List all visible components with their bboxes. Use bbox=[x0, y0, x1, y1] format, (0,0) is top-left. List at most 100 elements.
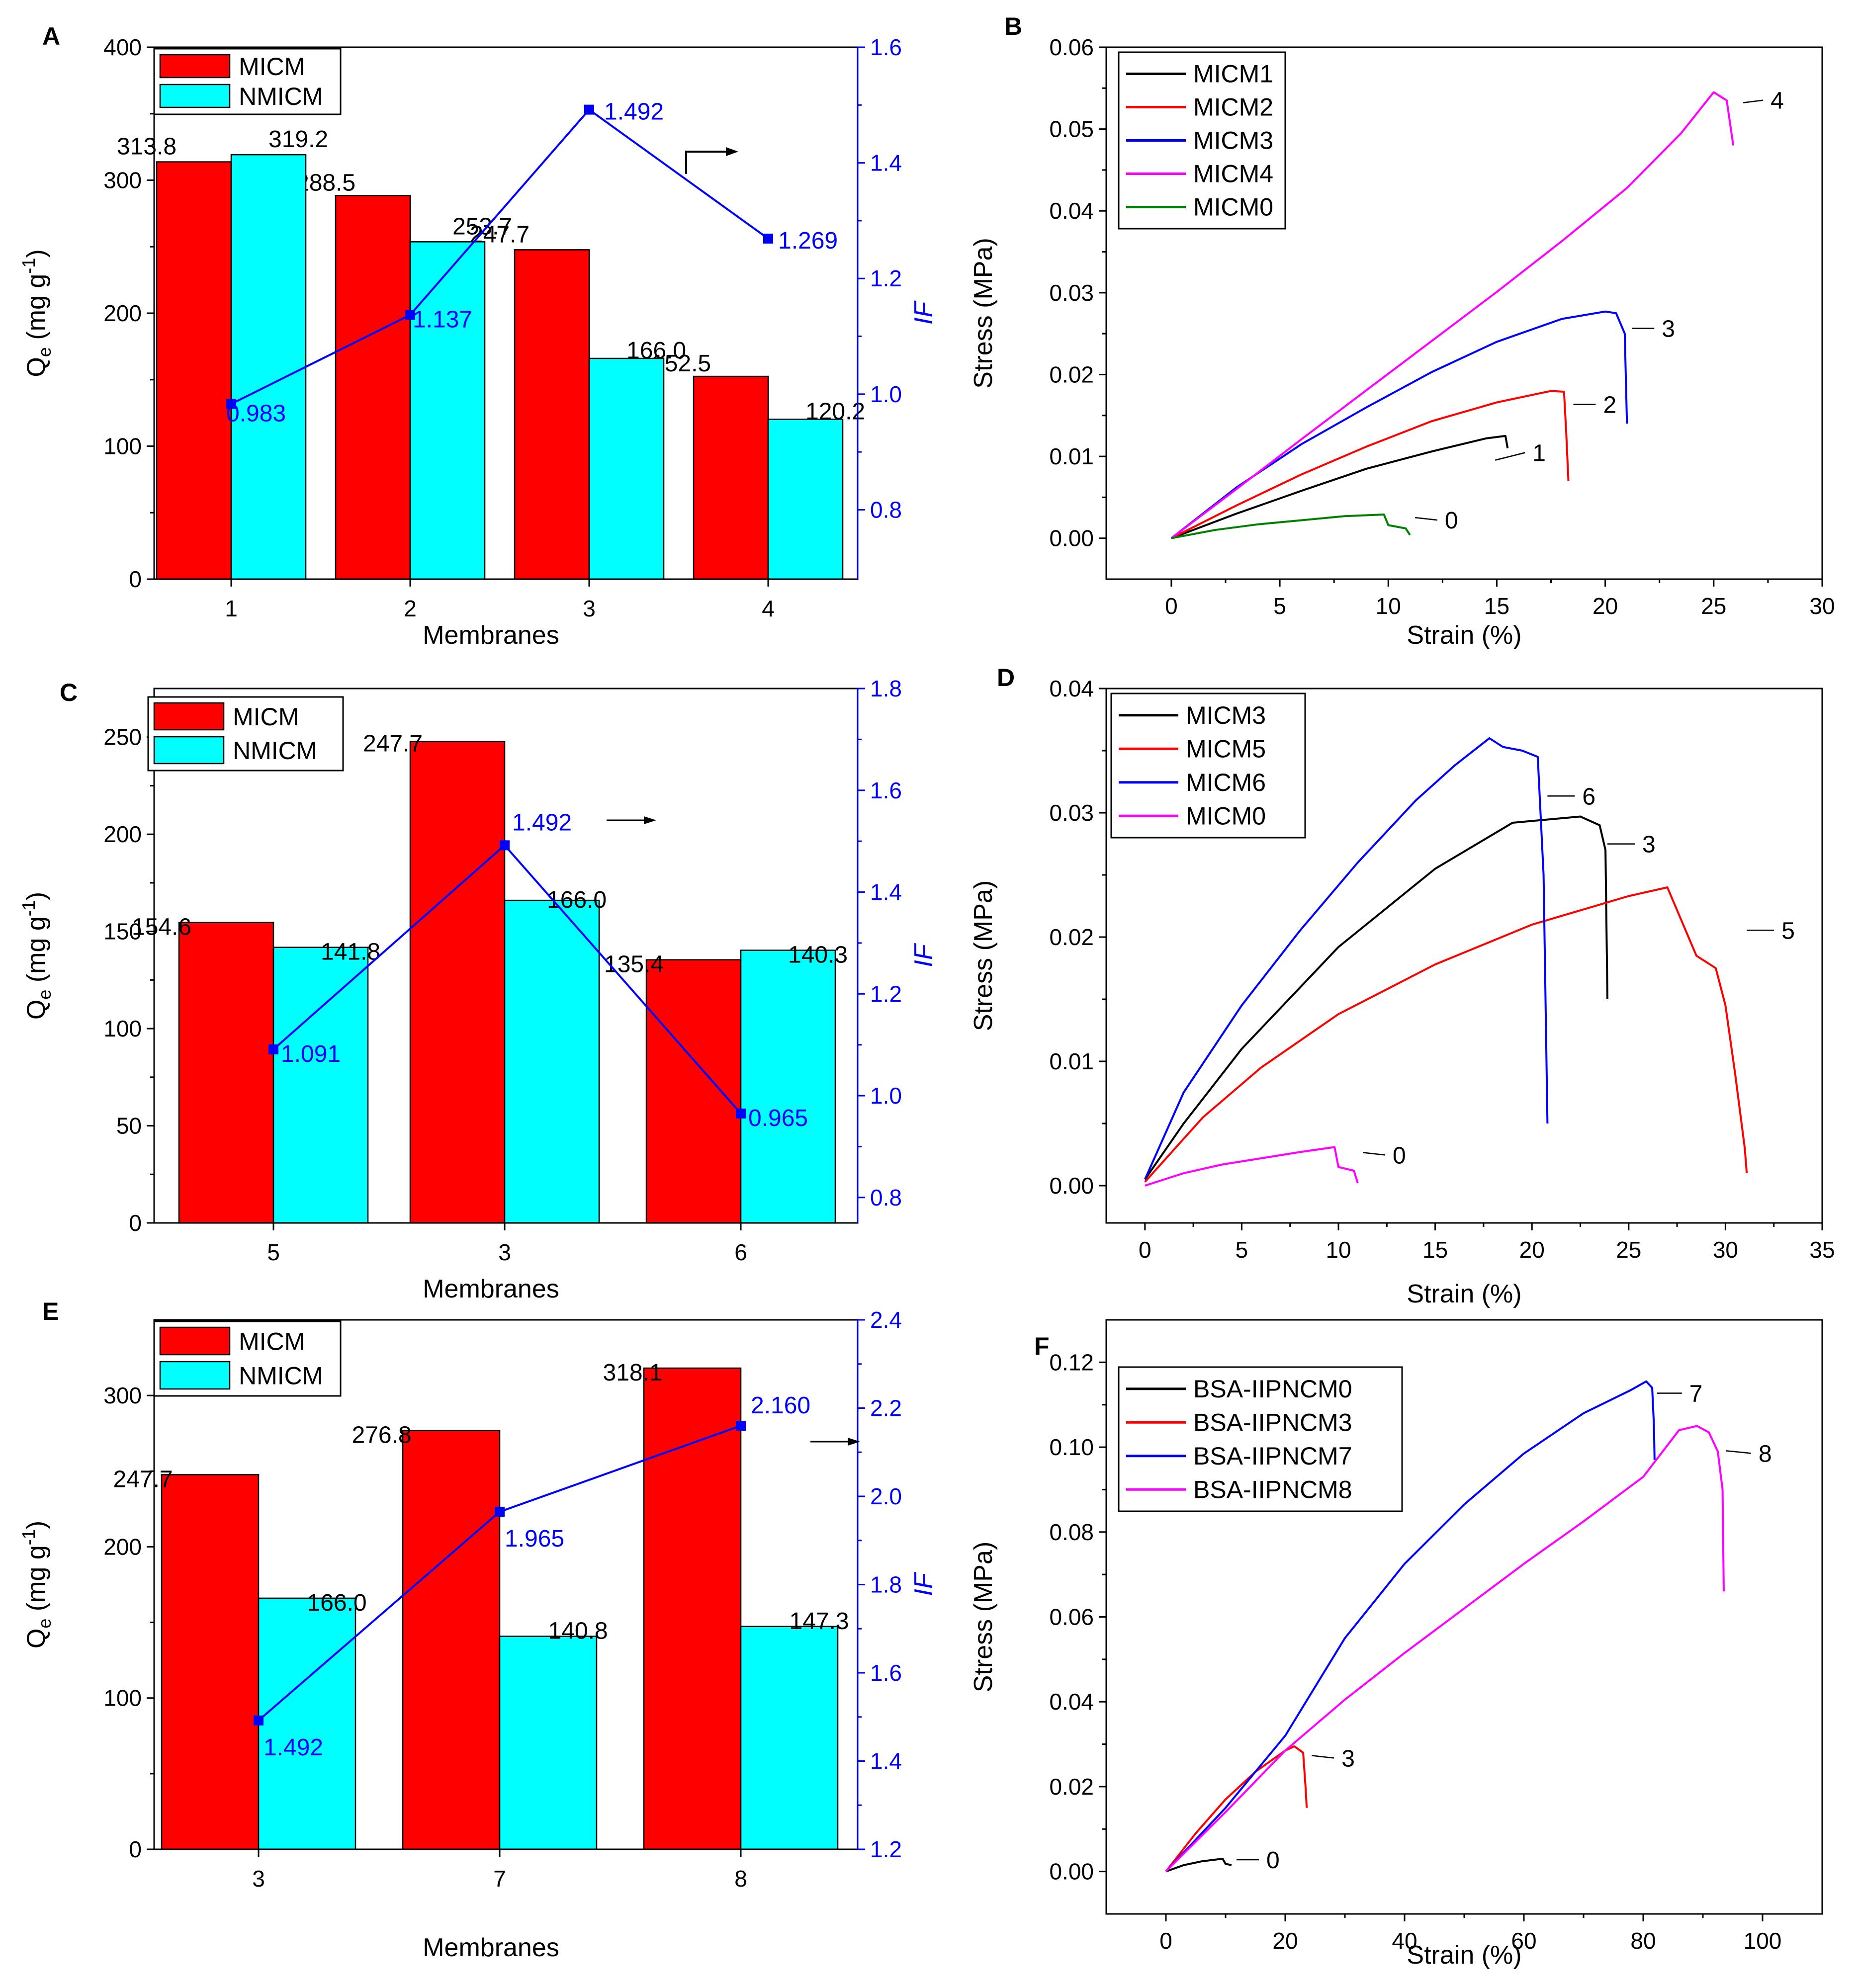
y-tick-label-C: 150 bbox=[103, 919, 142, 945]
curve-B-MICM1 bbox=[1171, 434, 1509, 539]
panel-label-C: C bbox=[60, 679, 78, 706]
bar-value-E-NMICM-7: 140.8 bbox=[548, 1618, 608, 1644]
bar-value-E-MICM-7: 276.8 bbox=[352, 1422, 412, 1449]
y-tick-label-F: 0.00 bbox=[1049, 1859, 1094, 1885]
legend-label-E-MICM: MICM bbox=[239, 1328, 305, 1356]
legend-label-D-MICM0: MICM0 bbox=[1186, 802, 1266, 830]
y2-tick-label-C: 1.6 bbox=[870, 778, 902, 803]
x-tick-label-B: 25 bbox=[1701, 593, 1726, 619]
x-tick-label-A-1: 1 bbox=[225, 596, 238, 621]
if-axis-arrowhead-C bbox=[644, 816, 656, 824]
y-axis-label-A: Qe (mg g-1) bbox=[18, 249, 55, 377]
legend-label-F-BSA-IIPNCM0: BSA-IIPNCM0 bbox=[1193, 1375, 1352, 1403]
curve-D-MICM0 bbox=[1145, 1146, 1359, 1187]
y-tick-label-B: 0.06 bbox=[1049, 34, 1094, 60]
y-tick-label-B: 0.03 bbox=[1049, 280, 1094, 306]
x-axis-label-E: Membranes bbox=[423, 1933, 559, 1962]
y-tick-label-C: 100 bbox=[103, 1016, 142, 1041]
if-value-A-3: 1.492 bbox=[604, 99, 664, 125]
x-tick-label-A-4: 4 bbox=[762, 596, 775, 621]
legend-label-A-NMICM: NMICM bbox=[239, 83, 323, 110]
legend-swatch-C-NMICM bbox=[153, 736, 225, 765]
if-point-E-8 bbox=[736, 1421, 746, 1431]
panel-label-E: E bbox=[42, 1297, 59, 1325]
legend-label-B-MICM1: MICM1 bbox=[1193, 60, 1273, 88]
x-axis-label-B: Strain (%) bbox=[1407, 621, 1521, 650]
y2-tick-label-A: 1.6 bbox=[870, 34, 902, 60]
y-tick-label-F: 0.06 bbox=[1049, 1604, 1094, 1630]
y-tick-label-F: 0.08 bbox=[1049, 1519, 1094, 1545]
if-point-A-4 bbox=[763, 233, 773, 244]
bar-value-E-MICM-3: 247.7 bbox=[113, 1466, 173, 1492]
y-axis-label-D: Stress (MPa) bbox=[969, 880, 998, 1031]
legend-swatch-E-MICM bbox=[159, 1326, 231, 1356]
if-point-E-7 bbox=[495, 1507, 505, 1517]
y2-tick-label-E: 1.4 bbox=[870, 1748, 902, 1774]
curve-F-BSA-IIPNCM8 bbox=[1165, 1425, 1725, 1873]
legend-label-E-NMICM: NMICM bbox=[239, 1362, 323, 1390]
curve-B-MICM2 bbox=[1171, 390, 1570, 539]
if-value-E-3: 1.492 bbox=[264, 1734, 323, 1761]
y-tick-label-F: 0.10 bbox=[1049, 1434, 1094, 1460]
y-tick-label-A: 400 bbox=[103, 34, 142, 60]
x-tick-label-E-3: 3 bbox=[252, 1866, 265, 1892]
bar-A-NMICM-4 bbox=[767, 419, 844, 580]
if-point-A-3 bbox=[584, 104, 594, 115]
curve-tag-B-1: 1 bbox=[1532, 440, 1546, 467]
curve-tag-F-3: 3 bbox=[1341, 1745, 1355, 1772]
bar-value-C-MICM-6: 135.4 bbox=[604, 951, 664, 978]
if-axis-arrow-A bbox=[685, 151, 728, 174]
plot-frame-D bbox=[1105, 688, 1823, 1224]
if-point-E-3 bbox=[254, 1715, 264, 1726]
if-point-A-2 bbox=[405, 310, 415, 320]
x-tick-label-B: 15 bbox=[1484, 593, 1509, 619]
bar-value-E-MICM-8: 318.1 bbox=[603, 1360, 663, 1386]
legend-label-C-MICM: MICM bbox=[233, 703, 299, 731]
bar-value-A-NMICM-2: 253.7 bbox=[452, 213, 512, 240]
legend-label-D-MICM5: MICM5 bbox=[1186, 735, 1266, 763]
x-tick-label-D: 25 bbox=[1616, 1237, 1641, 1263]
x-axis-label-C: Membranes bbox=[423, 1275, 559, 1303]
if-axis-arrowhead-A bbox=[726, 147, 738, 156]
y2-tick-label-C: 1.0 bbox=[870, 1083, 902, 1109]
bar-value-A-NMICM-3: 166.0 bbox=[626, 338, 686, 364]
curve-F-BSA-IIPNCM7 bbox=[1165, 1380, 1656, 1872]
bar-A-MICM-3 bbox=[514, 249, 590, 580]
y-tick-label-D: 0.01 bbox=[1049, 1048, 1094, 1074]
curve-tag-B-4: 4 bbox=[1770, 88, 1784, 114]
curve-tag-F-0: 0 bbox=[1266, 1847, 1280, 1874]
bar-value-C-NMICM-6: 140.3 bbox=[788, 942, 848, 968]
x-tick-label-B: 0 bbox=[1165, 593, 1178, 619]
if-point-C-3 bbox=[500, 840, 510, 851]
y2-tick-label-A: 1.2 bbox=[870, 265, 902, 291]
bar-value-C-MICM-3: 247.7 bbox=[363, 731, 423, 757]
legend-label-B-MICM0: MICM0 bbox=[1193, 193, 1273, 221]
legend-label-F-BSA-IIPNCM8: BSA-IIPNCM8 bbox=[1193, 1475, 1352, 1503]
x-tick-label-A-2: 2 bbox=[404, 596, 417, 621]
legend-label-F-BSA-IIPNCM7: BSA-IIPNCM7 bbox=[1193, 1442, 1352, 1470]
x-tick-label-F: 80 bbox=[1630, 1928, 1656, 1954]
y-tick-label-B: 0.01 bbox=[1049, 443, 1094, 469]
x-tick-label-D: 15 bbox=[1422, 1237, 1448, 1263]
y-tick-label-B: 0.02 bbox=[1049, 361, 1094, 387]
panel-label-B: B bbox=[1004, 12, 1022, 40]
if-value-A-4: 1.269 bbox=[778, 228, 838, 254]
legend-label-D-MICM3: MICM3 bbox=[1186, 701, 1266, 729]
plot-frame-B bbox=[1105, 46, 1823, 580]
panel-label-F: F bbox=[1034, 1332, 1050, 1360]
y-tick-label-B: 0.04 bbox=[1049, 198, 1094, 224]
y-axis-label-E: Qe (mg g-1) bbox=[18, 1521, 55, 1648]
bar-value-C-MICM-5: 154.6 bbox=[132, 914, 191, 941]
y2-tick-label-E: 2.2 bbox=[870, 1395, 902, 1421]
legend-label-B-MICM4: MICM4 bbox=[1193, 160, 1273, 188]
curve-F-BSA-IIPNCM0 bbox=[1165, 1858, 1232, 1873]
curve-tag-leader-B-1 bbox=[1495, 452, 1525, 461]
bar-A-MICM-2 bbox=[335, 195, 411, 580]
if-point-A-1 bbox=[226, 399, 236, 409]
if-value-A-1: 0.983 bbox=[226, 401, 286, 427]
curve-tag-D-0: 0 bbox=[1393, 1142, 1406, 1169]
y-tick-label-E: 300 bbox=[103, 1383, 142, 1408]
curve-tag-leader-B-0 bbox=[1415, 517, 1438, 521]
curve-B-MICM3 bbox=[1170, 310, 1628, 539]
